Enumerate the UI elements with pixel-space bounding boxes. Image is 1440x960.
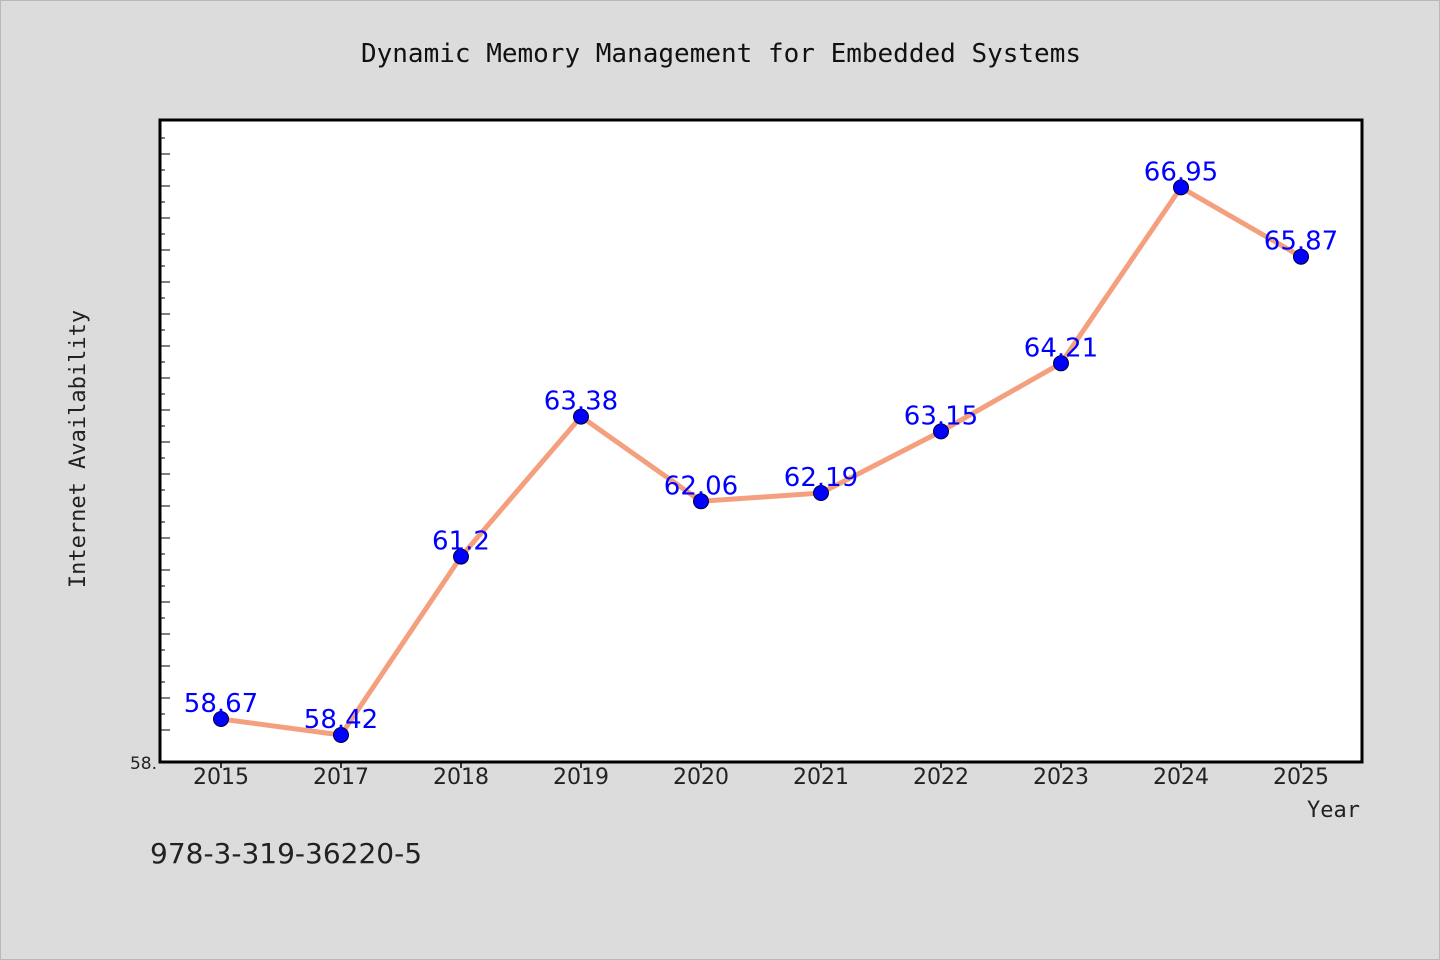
data-labels: 58.67 58.42 61.2 63.38 62.06 62.19 63.15 64.21 6… — [184, 157, 1338, 735]
data-markers — [213, 179, 1309, 743]
data-point — [1293, 248, 1309, 265]
plot-area — [158, 118, 1364, 764]
data-point — [1053, 355, 1069, 372]
data-point — [813, 485, 829, 501]
data-label: 61.2 — [432, 527, 490, 557]
x-tick-label: 2020 — [673, 765, 729, 790]
x-tick-label: 2017 — [313, 765, 369, 790]
x-tick-label: 2019 — [553, 765, 609, 790]
data-label: 63.38 — [544, 387, 618, 417]
data-label: 65.87 — [1264, 227, 1338, 257]
data-label: 62.19 — [784, 463, 858, 493]
data-point — [693, 493, 709, 510]
data-label: 62.06 — [664, 471, 738, 501]
y-axis-label: Internet Availability — [66, 310, 91, 588]
x-tick-label: 2021 — [793, 765, 849, 790]
x-axis-label: Year — [1307, 798, 1360, 823]
data-label: 64.21 — [1024, 333, 1098, 363]
x-tick-label: 2022 — [913, 765, 969, 790]
x-axis-labels: 2015 2017 2018 2019 2020 2021 2022 2023 2024 2025 — [193, 765, 1329, 790]
y-tick-label: 58. — [130, 754, 157, 774]
data-point — [333, 727, 349, 743]
chart-title: Dynamic Memory Management for Embedded S… — [361, 39, 1081, 69]
x-tick-label: 2018 — [433, 765, 489, 790]
x-tick-label: 2024 — [1153, 765, 1209, 790]
x-axis-ticks — [220, 761, 1302, 768]
x-tick-label: 2025 — [1273, 765, 1329, 790]
series-line — [220, 184, 1303, 738]
y-axis-ticks — [161, 137, 170, 731]
data-label: 66.95 — [1144, 157, 1218, 187]
data-label: 63.15 — [904, 401, 978, 431]
data-point — [573, 408, 589, 425]
data-point — [453, 548, 469, 565]
data-label: 58.42 — [304, 705, 378, 735]
data-point — [933, 423, 949, 440]
x-tick-label: 2023 — [1033, 765, 1089, 790]
isbn-text: 978-3-319-36220-5 — [150, 837, 422, 870]
data-point — [213, 711, 229, 727]
x-tick-label: 2015 — [193, 765, 249, 790]
data-point — [1173, 179, 1189, 196]
data-label: 58.67 — [184, 689, 258, 719]
